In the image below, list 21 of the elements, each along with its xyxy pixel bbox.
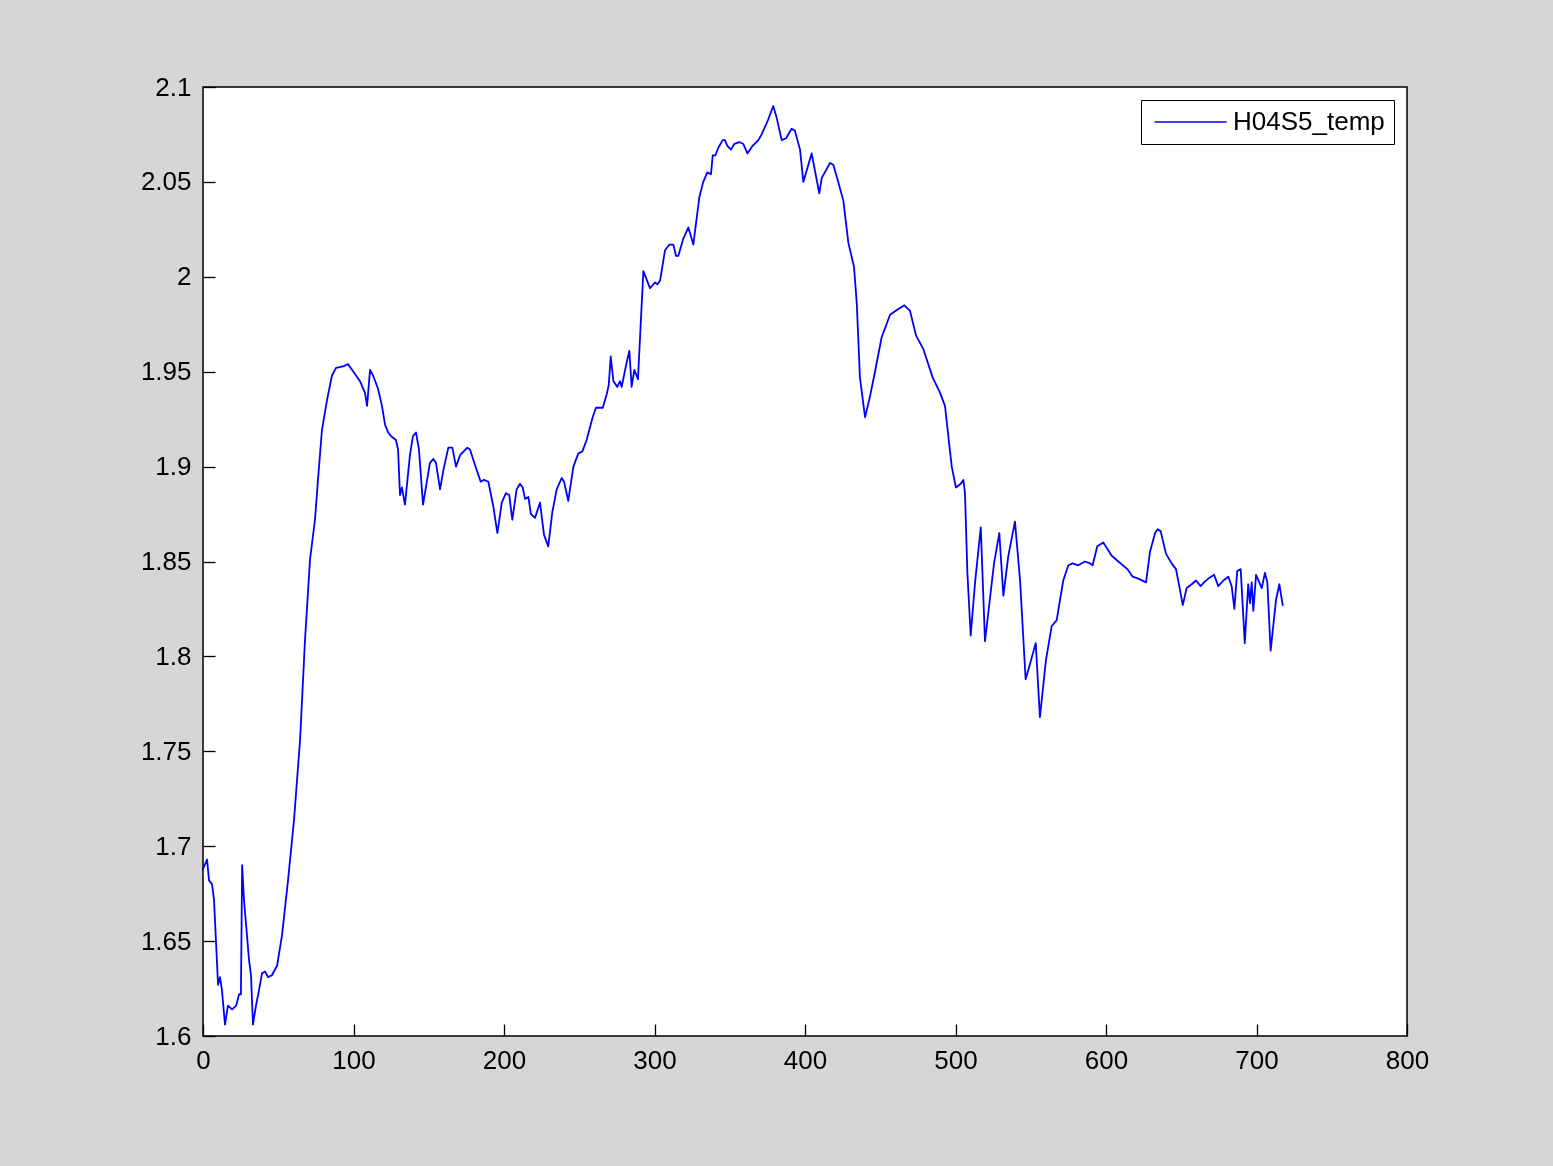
y-tick-label: 1.9 — [155, 451, 192, 482]
x-tick-label: 0 — [196, 1044, 211, 1075]
x-tick-label: 300 — [633, 1044, 677, 1075]
y-tick-label: 1.95 — [140, 356, 192, 387]
x-tick-label: 600 — [1084, 1044, 1129, 1075]
y-tick-label: 2.05 — [140, 166, 192, 197]
y-tick-label: 1.8 — [155, 640, 192, 671]
legend-label: H04S5_temp — [1233, 106, 1385, 136]
x-tick-label: 800 — [1385, 1044, 1430, 1075]
x-tick-label: 700 — [1235, 1044, 1279, 1075]
y-tick-label: 2.1 — [155, 71, 192, 102]
y-tick-label: 1.85 — [140, 546, 192, 576]
y-tick-label: 1.65 — [140, 925, 192, 956]
x-tick-label: 500 — [934, 1044, 978, 1075]
x-tick-label: 200 — [482, 1044, 527, 1075]
y-tick-label: 1.75 — [140, 735, 192, 766]
x-tick-label: 100 — [332, 1044, 376, 1075]
y-tick-label: 1.6 — [155, 1020, 192, 1051]
y-tick-label: 2 — [177, 261, 192, 292]
y-tick-label: 1.7 — [155, 830, 192, 861]
x-tick-label: 400 — [783, 1044, 828, 1075]
